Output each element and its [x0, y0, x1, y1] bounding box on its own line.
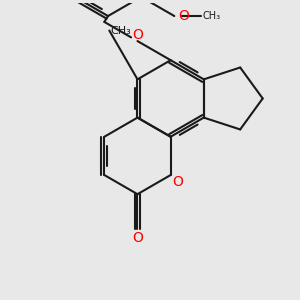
Text: CH₃: CH₃ [202, 11, 221, 21]
Text: O: O [178, 9, 189, 23]
Text: CH₃: CH₃ [111, 26, 131, 35]
Text: O: O [132, 231, 143, 245]
Text: O: O [132, 28, 143, 42]
Text: O: O [172, 175, 183, 189]
